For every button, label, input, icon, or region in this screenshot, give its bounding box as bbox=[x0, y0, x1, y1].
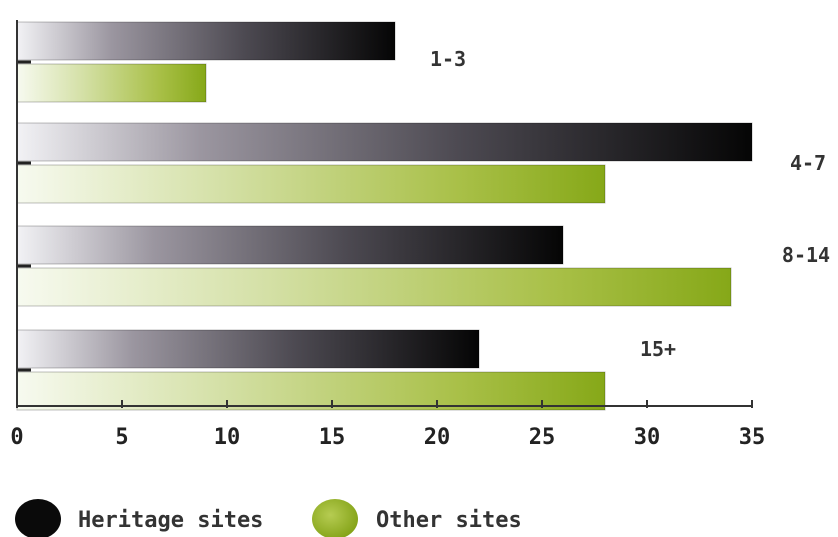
x-tick-label-20: 20 bbox=[424, 425, 451, 450]
x-tick-label-30: 30 bbox=[634, 425, 661, 450]
x-tick-label-5: 5 bbox=[115, 425, 128, 450]
plot-area: 1-3 4-7 8-14 15+ 0 5 10 15 20 25 30 35 bbox=[10, 20, 830, 450]
bar-other-4-7 bbox=[17, 165, 605, 203]
category-label-8-14: 8-14 bbox=[782, 243, 830, 267]
legend-swatch-other bbox=[312, 499, 358, 537]
x-tick-label-25: 25 bbox=[529, 425, 556, 450]
bar-other-15+ bbox=[17, 372, 605, 410]
legend-label-heritage: Heritage sites bbox=[78, 508, 263, 533]
x-tick-label-35: 35 bbox=[739, 425, 766, 450]
legend-label-other: Other sites bbox=[376, 508, 522, 533]
legend-swatch-heritage bbox=[15, 499, 61, 537]
category-label-1-3: 1-3 bbox=[430, 47, 466, 71]
bar-other-8-14 bbox=[17, 268, 731, 306]
bar-heritage-4-7 bbox=[17, 123, 752, 161]
x-tick-label-15: 15 bbox=[319, 425, 346, 450]
category-label-15+: 15+ bbox=[640, 337, 676, 361]
category-label-4-7: 4-7 bbox=[790, 151, 826, 175]
legend: Heritage sites Other sites bbox=[15, 499, 522, 537]
bar-heritage-8-14 bbox=[17, 226, 563, 264]
bar-other-1-3 bbox=[17, 64, 206, 102]
bar-heritage-1-3 bbox=[17, 22, 395, 60]
x-tick-label-0: 0 bbox=[10, 425, 23, 450]
x-tick-label-10: 10 bbox=[214, 425, 241, 450]
bar-heritage-15+ bbox=[17, 330, 479, 368]
